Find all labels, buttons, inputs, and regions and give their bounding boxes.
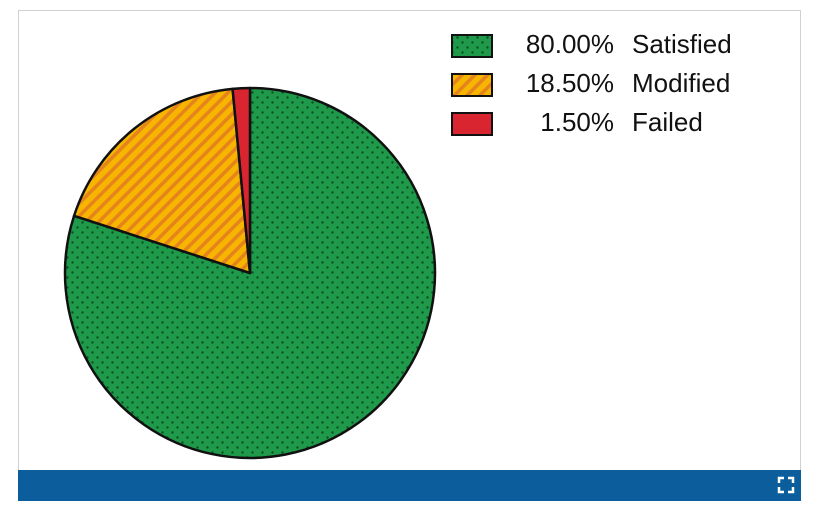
legend-label: Satisfied [632, 29, 732, 59]
legend: 80.00% Satisfied 18.50% Modified 1.50% Failed [451, 29, 732, 137]
legend-label: Failed [632, 107, 703, 137]
pie-slice [231, 86, 252, 275]
legend-value: 18.50% [526, 68, 614, 98]
legend-value: 80.00% [526, 29, 614, 59]
toolbar [18, 470, 801, 501]
pie [63, 86, 437, 460]
legend-swatch [451, 112, 493, 136]
legend-swatch [451, 34, 493, 58]
legend-value: 1.50% [540, 107, 614, 137]
legend-label: Modified [632, 68, 730, 98]
legend-swatch [451, 73, 493, 97]
fullscreen-button[interactable] [777, 476, 795, 494]
pie-slice [72, 87, 252, 275]
